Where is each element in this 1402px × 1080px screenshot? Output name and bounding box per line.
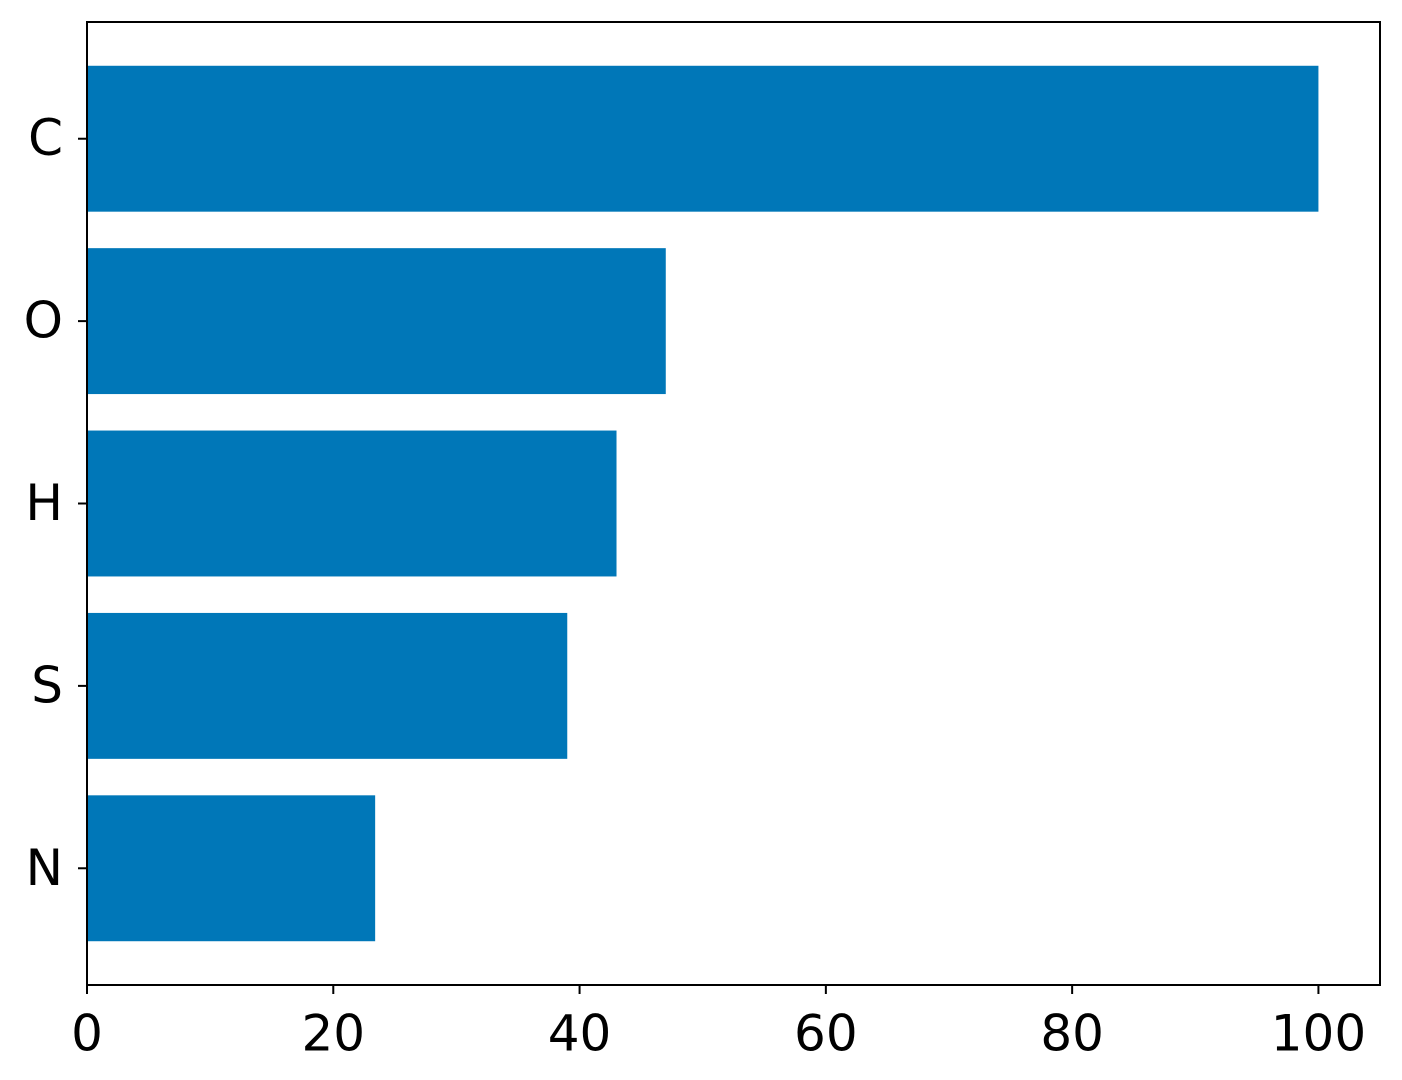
x-tick-label: 60 (794, 1005, 858, 1063)
bar (87, 430, 617, 577)
x-tick-label: 100 (1271, 1005, 1366, 1063)
x-tick-label: 20 (301, 1005, 365, 1063)
x-tick-label: 0 (71, 1005, 103, 1063)
y-tick-label: O (24, 292, 63, 350)
bar (87, 612, 568, 759)
y-tick-label: C (28, 109, 63, 167)
y-tick-label: N (26, 839, 63, 897)
bar (87, 795, 376, 942)
x-tick-label: 80 (1040, 1005, 1104, 1063)
y-tick-label: H (25, 474, 63, 532)
bar (87, 248, 666, 395)
bar (87, 65, 1319, 212)
plot-frame (86, 21, 1381, 986)
x-tick-label: 40 (548, 1005, 612, 1063)
y-tick-label: S (31, 656, 63, 714)
